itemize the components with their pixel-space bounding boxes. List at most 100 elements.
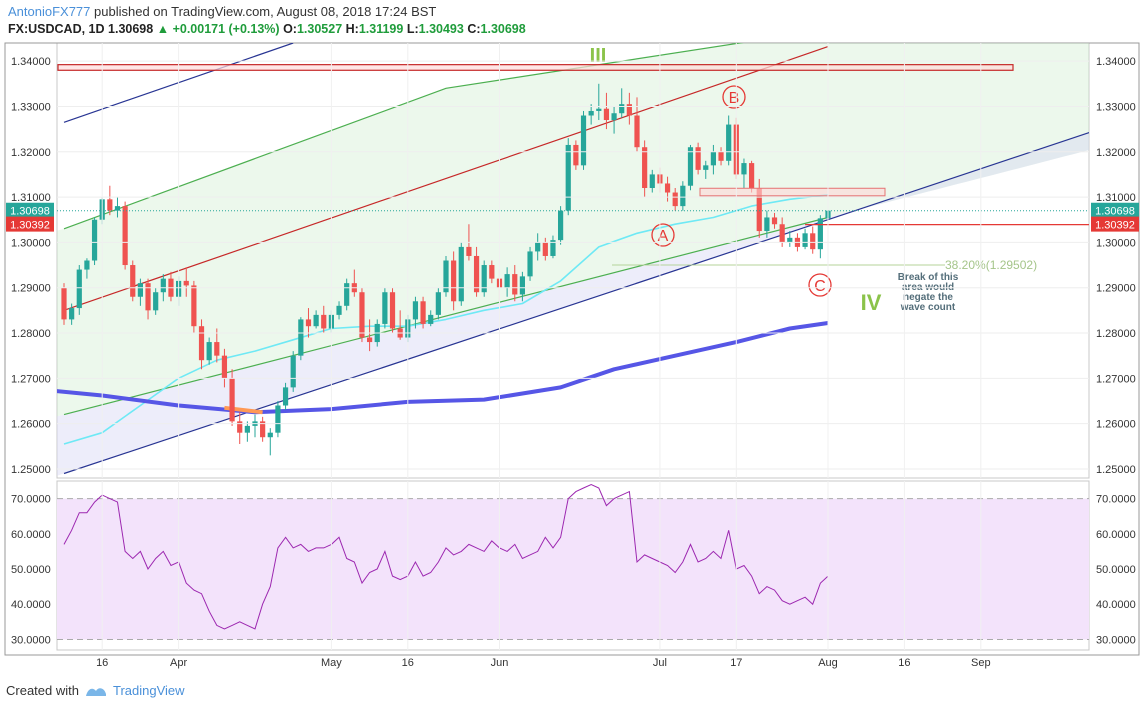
candle-body bbox=[458, 246, 464, 302]
candle-body bbox=[596, 108, 602, 111]
price-tick-label-left: 1.26000 bbox=[11, 419, 51, 431]
rsi-panel: 70.0000 70.0000 60.0000 60.0000 50.0000 50.00… bbox=[11, 483, 1136, 646]
candle-body bbox=[580, 115, 587, 166]
candle-body bbox=[282, 387, 289, 406]
price-tick-label: 1.28000 bbox=[1096, 328, 1136, 340]
candle-body bbox=[114, 206, 121, 211]
candle-body bbox=[130, 265, 136, 297]
rsi-line bbox=[63, 483, 829, 630]
candle-body bbox=[244, 425, 250, 433]
candle-body bbox=[382, 292, 388, 324]
rsi-band-fill bbox=[57, 498, 1089, 640]
price-label-left: 1.30392 bbox=[10, 220, 50, 232]
x-tick-label: Apr bbox=[170, 657, 187, 669]
wave-label-iii: III bbox=[590, 45, 607, 67]
candle-body bbox=[779, 224, 785, 243]
low-label: L: bbox=[406, 22, 419, 36]
candle-body bbox=[145, 283, 151, 311]
candle-body bbox=[412, 301, 419, 320]
price-tick-label-left: 1.32000 bbox=[11, 147, 51, 159]
price-label-left: 1.30698 bbox=[10, 206, 50, 218]
candle-body bbox=[198, 326, 205, 361]
last-price: 1.30698 bbox=[108, 22, 154, 36]
rsi-tick-label: 40.0000 bbox=[1096, 599, 1136, 611]
price-tick-label-left: 1.27000 bbox=[11, 373, 51, 385]
candle-body bbox=[519, 276, 525, 295]
price-tick-label: 1.34000 bbox=[1096, 56, 1136, 68]
pitchfork-median-line bbox=[63, 46, 829, 311]
price-tick-label-left: 1.25000 bbox=[11, 464, 51, 476]
candle-body bbox=[481, 265, 487, 293]
candle-body bbox=[664, 183, 671, 193]
price-label-right: 1.30698 bbox=[1095, 206, 1135, 218]
candle-body bbox=[550, 240, 556, 256]
candle-body bbox=[69, 308, 75, 320]
candle-body bbox=[634, 115, 640, 148]
footer: Created with TradingView bbox=[6, 683, 185, 698]
candle-body bbox=[489, 265, 495, 279]
candle-body bbox=[221, 355, 228, 379]
publish-info: published on TradingView.com, August 08,… bbox=[94, 4, 437, 19]
price-tick-label-left: 1.33000 bbox=[11, 101, 51, 113]
author-link[interactable]: AntonioFX777 bbox=[8, 4, 91, 19]
candle-body bbox=[336, 305, 342, 315]
candle-body bbox=[267, 432, 273, 438]
candle-body bbox=[290, 355, 296, 388]
x-tick-label: 17 bbox=[730, 657, 742, 669]
rsi-tick-label-left: 40.0000 bbox=[11, 599, 51, 611]
candle-body bbox=[153, 292, 159, 311]
price-label-box-right bbox=[1091, 202, 1139, 218]
candle-body bbox=[344, 283, 350, 306]
rsi-tick-label-left: 50.0000 bbox=[11, 564, 51, 576]
candle-body bbox=[420, 301, 426, 324]
x-tick-label: 16 bbox=[402, 657, 414, 669]
candle-body bbox=[305, 319, 312, 327]
wave-label-b: B bbox=[729, 90, 740, 107]
price-tick-label-left: 1.30000 bbox=[11, 237, 51, 249]
candle-body bbox=[535, 242, 541, 252]
candle-body bbox=[741, 163, 747, 175]
wave-label-b-circle bbox=[722, 85, 746, 109]
wave-label-c: C bbox=[814, 278, 826, 295]
note-line: negate the bbox=[903, 292, 953, 303]
candle-body bbox=[527, 251, 533, 277]
x-tick-label: Sep bbox=[971, 657, 991, 669]
candle-body bbox=[237, 421, 243, 433]
pitchfork-upper-green-line bbox=[63, 43, 744, 230]
candle-body bbox=[695, 147, 701, 170]
candle-body bbox=[321, 314, 327, 329]
candle-body bbox=[76, 269, 82, 309]
small-resistance-zone bbox=[699, 187, 886, 197]
candle-body bbox=[687, 147, 694, 186]
candle-body bbox=[672, 192, 678, 207]
candle-body bbox=[137, 283, 143, 297]
x-tick-label: Aug bbox=[818, 657, 838, 669]
open-label: O: bbox=[283, 22, 297, 36]
candle-body bbox=[389, 292, 396, 329]
fib-label: 38.20%(1.29502) bbox=[945, 258, 1037, 272]
candle-body bbox=[466, 246, 472, 256]
candle-body bbox=[512, 274, 518, 295]
price-label-box-left bbox=[6, 202, 54, 218]
price-tick-label-left: 1.29000 bbox=[11, 283, 51, 295]
rsi-tick-label-left: 30.0000 bbox=[11, 634, 51, 646]
candle-body bbox=[183, 280, 189, 286]
tradingview-link[interactable]: TradingView bbox=[112, 683, 185, 698]
wave-label-c-circle bbox=[808, 273, 832, 297]
candle-body bbox=[558, 210, 564, 241]
wave-label-a-circle bbox=[651, 223, 675, 247]
candle-body bbox=[619, 104, 625, 114]
axes: 1.34000 1.34000 1.33000 1.33000 1.32000 1.320… bbox=[6, 43, 1139, 669]
candle-body bbox=[611, 113, 617, 121]
rsi-tick-label-left: 70.0000 bbox=[11, 494, 51, 506]
candle-body bbox=[802, 233, 808, 247]
candle-body bbox=[107, 199, 113, 211]
price-tick-label: 1.27000 bbox=[1096, 373, 1136, 385]
candle-body bbox=[764, 217, 770, 232]
tradingview-logo-icon bbox=[85, 687, 106, 696]
price-tick-label: 1.25000 bbox=[1096, 464, 1136, 476]
chart-frame bbox=[4, 42, 1140, 656]
candle-body bbox=[504, 274, 510, 288]
price-change: +0.00171 (+0.13%) bbox=[172, 22, 280, 36]
